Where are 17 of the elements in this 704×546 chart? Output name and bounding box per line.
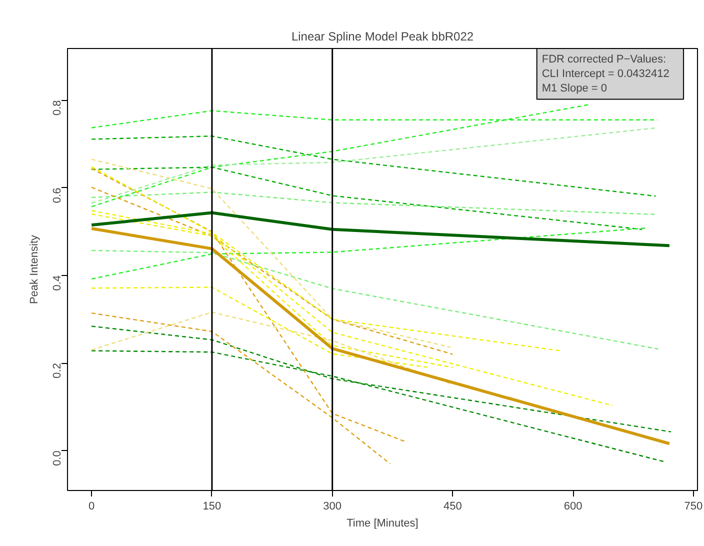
x-tick-label: 150	[202, 500, 222, 512]
x-tick-label: 0	[88, 500, 95, 512]
annotation: M1 Slope = 0	[542, 82, 607, 94]
y-tick-label: 0.8	[52, 100, 64, 116]
y-tick-label: 0.4	[52, 275, 64, 291]
y-tick-label: 0.2	[52, 363, 64, 378]
chart-title: Linear Spline Model Peak bbR022	[291, 30, 474, 44]
y-tick-label: 0.0	[52, 450, 64, 466]
x-tick-label: 300	[323, 500, 342, 512]
x-axis-title: Time [Minutes]	[346, 518, 418, 530]
annotation: CLI Intercept = 0.0432412	[542, 68, 670, 80]
y-tick-label: 0.6	[52, 188, 64, 204]
annotation: FDR corrected P−Values:	[542, 54, 666, 66]
x-tick-label: 600	[564, 500, 582, 512]
x-tick-label: 750	[684, 500, 703, 512]
x-tick-label: 450	[444, 500, 462, 512]
y-axis-title: Peak Intensity	[28, 234, 40, 304]
